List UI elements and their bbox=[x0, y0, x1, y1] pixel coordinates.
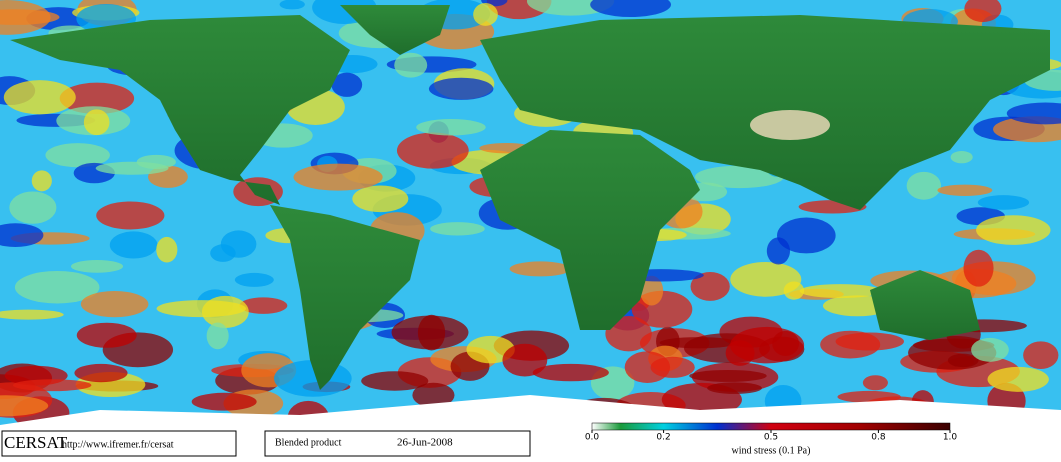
wind-blob bbox=[502, 343, 548, 377]
wind-blob bbox=[391, 315, 469, 350]
wind-blob bbox=[412, 382, 455, 408]
wind-blob bbox=[987, 366, 1049, 392]
wind-blob bbox=[394, 52, 428, 78]
wind-blob bbox=[428, 77, 494, 100]
land bbox=[10, 5, 1050, 390]
date: 26-Jun-2008 bbox=[397, 437, 453, 449]
wind-blob bbox=[473, 3, 498, 26]
wind-blob bbox=[156, 236, 178, 263]
wind-blob bbox=[640, 275, 664, 306]
wind-blob bbox=[279, 0, 305, 10]
wind-blob bbox=[70, 259, 124, 273]
colorbar-tick-label: 1.0 bbox=[943, 433, 958, 443]
colorbar-label: wind stress (0.1 Pa) bbox=[732, 445, 811, 456]
url: http://www.ifremer.fr/cersat bbox=[62, 439, 174, 450]
wind-blob bbox=[76, 322, 137, 348]
wind-blob bbox=[820, 330, 881, 359]
wind-blob bbox=[590, 0, 671, 18]
wind-blob bbox=[293, 163, 383, 191]
wind-blob bbox=[799, 284, 882, 299]
wind-blob bbox=[74, 363, 128, 383]
wind-blob bbox=[937, 184, 993, 196]
wind-blob bbox=[466, 335, 515, 364]
logo: CERSAT bbox=[4, 433, 68, 452]
info-box bbox=[264, 430, 531, 457]
wind-blob bbox=[201, 295, 249, 328]
colorbar-tick-label: 0.5 bbox=[764, 433, 778, 443]
wind-blob bbox=[1023, 341, 1059, 369]
wind-blob bbox=[416, 119, 486, 136]
greenland bbox=[340, 5, 450, 55]
wind-blob bbox=[0, 309, 64, 320]
wind-blob bbox=[430, 222, 485, 236]
colorbar-tick-label: 0.2 bbox=[656, 433, 670, 443]
wind-blob bbox=[9, 191, 57, 224]
logo-box bbox=[1, 430, 237, 457]
south-america bbox=[270, 205, 420, 390]
wind-blob bbox=[31, 170, 52, 192]
wind-blob bbox=[0, 395, 49, 417]
wind-blob bbox=[191, 392, 257, 411]
wind-blob bbox=[730, 261, 802, 297]
wind-blob bbox=[730, 326, 805, 364]
africa bbox=[480, 130, 700, 330]
north-america bbox=[10, 15, 350, 205]
wind-blob bbox=[96, 201, 165, 230]
wind-blob bbox=[690, 271, 730, 301]
wind-blob bbox=[862, 375, 888, 391]
wind-blob bbox=[976, 215, 1051, 245]
antarctica bbox=[0, 395, 1061, 428]
product: Blended product bbox=[275, 437, 342, 448]
wind-blob bbox=[532, 363, 609, 382]
colorbar-tick-label: 0.0 bbox=[585, 433, 600, 443]
wind-blob bbox=[971, 337, 1009, 362]
australia bbox=[870, 270, 980, 340]
wind-blob bbox=[963, 249, 994, 287]
wind-blob bbox=[0, 223, 44, 248]
wind-blob bbox=[352, 185, 409, 213]
wind-blob bbox=[605, 316, 652, 352]
wind-blob bbox=[707, 382, 762, 394]
wind-blob bbox=[783, 281, 805, 300]
wind-blob bbox=[95, 161, 169, 175]
wind-blob bbox=[14, 270, 100, 304]
wind-blob bbox=[206, 322, 229, 350]
wind-blob bbox=[220, 230, 257, 258]
wind-blob bbox=[977, 195, 1030, 210]
eurasia bbox=[480, 15, 1050, 210]
wind-blob bbox=[950, 150, 973, 164]
wind-blob bbox=[83, 109, 110, 136]
wind-blob bbox=[59, 82, 135, 115]
wind-blob bbox=[396, 132, 469, 169]
wind-blob bbox=[13, 379, 92, 392]
tibet bbox=[750, 110, 830, 140]
wind-blob bbox=[361, 371, 429, 391]
wind-blob bbox=[331, 72, 363, 97]
wind-blob bbox=[109, 231, 158, 259]
wind-blob bbox=[0, 9, 60, 25]
wind-blob bbox=[906, 171, 942, 200]
colorbar-tick-label: 0.8 bbox=[871, 433, 886, 443]
wind-blob bbox=[45, 143, 110, 168]
wind-blob bbox=[694, 165, 784, 189]
wind-blob bbox=[239, 297, 288, 314]
wind-blob bbox=[509, 261, 571, 277]
colorbar bbox=[591, 422, 951, 431]
wind-blob bbox=[689, 369, 767, 382]
wind-blob bbox=[234, 272, 274, 287]
wind-blob bbox=[964, 0, 1002, 23]
wind-blob bbox=[837, 390, 901, 403]
wind-blob bbox=[1006, 102, 1061, 125]
wind-blob bbox=[80, 291, 149, 318]
wind-blob bbox=[777, 217, 836, 254]
wind-blob bbox=[624, 351, 671, 384]
wind-blob bbox=[3, 80, 76, 115]
